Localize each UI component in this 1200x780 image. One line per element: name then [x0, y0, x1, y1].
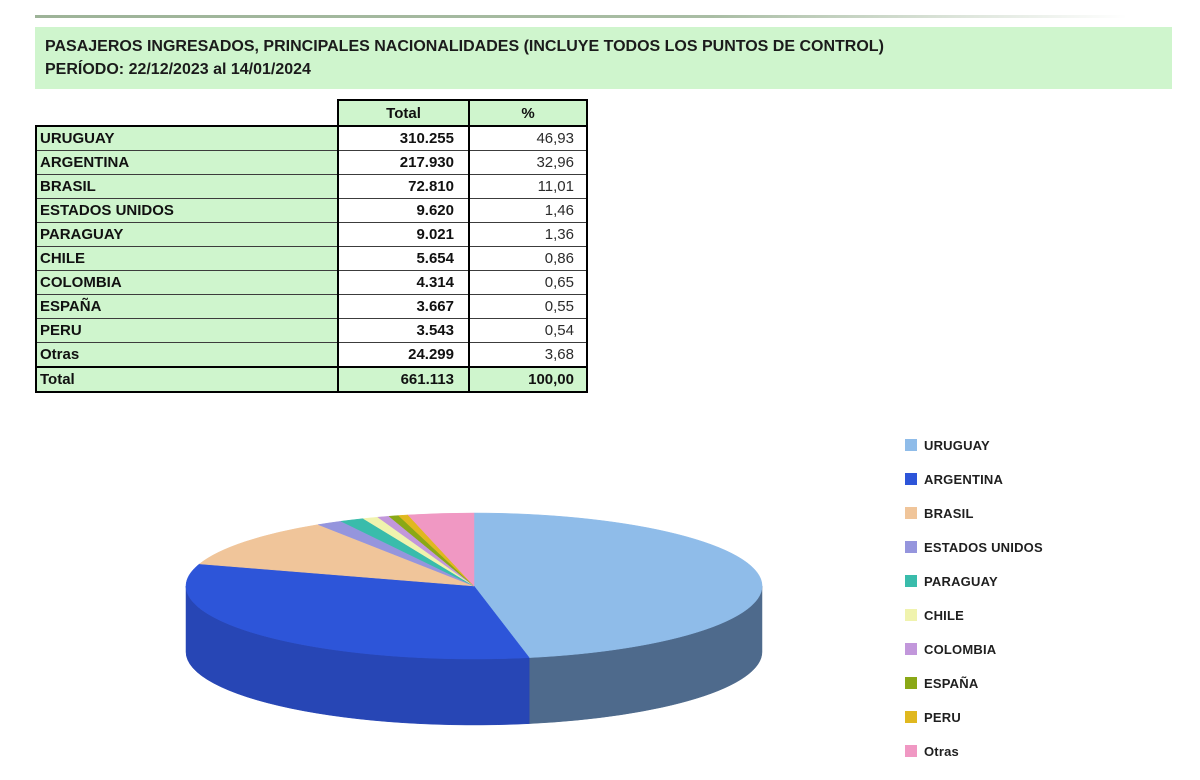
total-cell: 3.667	[337, 294, 469, 319]
column-header-total: Total	[337, 99, 470, 127]
country-cell: CHILE	[35, 246, 338, 271]
legend-label: ESPAÑA	[924, 675, 979, 691]
legend-swatch-icon	[905, 473, 917, 485]
total-cell: 3.543	[337, 318, 469, 343]
legend-swatch-icon	[905, 711, 917, 723]
country-cell: PARAGUAY	[35, 222, 338, 247]
country-cell: COLOMBIA	[35, 270, 338, 295]
pie-slice-argentina	[185, 563, 530, 660]
country-cell: ARGENTINA	[35, 150, 338, 175]
empty-header-cell	[36, 100, 338, 126]
country-cell: URUGUAY	[35, 125, 338, 151]
top-divider-line	[35, 15, 1127, 18]
table-row-argentina: ARGENTINA 217.930 32,96	[35, 150, 588, 175]
percent-cell: 0,54	[468, 318, 588, 343]
legend-item-peru: PERU	[905, 709, 1043, 725]
country-cell: ESPAÑA	[35, 294, 338, 319]
legend-label: ESTADOS UNIDOS	[924, 539, 1043, 555]
percent-cell: 1,46	[468, 198, 588, 223]
legend-item-otras: Otras	[905, 743, 1043, 759]
table-total-row: Total 661.113 100,00	[35, 366, 588, 393]
country-cell: Total	[35, 366, 338, 393]
percent-cell: 100,00	[468, 366, 588, 393]
legend-item-chile: CHILE	[905, 607, 1043, 623]
total-cell: 24.299	[337, 342, 469, 367]
nationalities-table: Total % URUGUAY 310.255 46,93 ARGENTINA 217.…	[35, 99, 588, 393]
table-row-chile: CHILE 5.654 0,86	[35, 246, 588, 271]
total-cell: 9.021	[337, 222, 469, 247]
legend-label: PERU	[924, 709, 961, 725]
country-cell: PERU	[35, 318, 338, 343]
percent-cell: 46,93	[468, 125, 588, 151]
legend-label: BRASIL	[924, 505, 974, 521]
legend-label: URUGUAY	[924, 437, 990, 453]
total-cell: 310.255	[337, 125, 469, 151]
total-cell: 217.930	[337, 150, 469, 175]
country-cell: ESTADOS UNIDOS	[35, 198, 338, 223]
percent-cell: 3,68	[468, 342, 588, 367]
percent-cell: 1,36	[468, 222, 588, 247]
legend-swatch-icon	[905, 643, 917, 655]
legend-item-brasil: BRASIL	[905, 505, 1043, 521]
legend-swatch-icon	[905, 541, 917, 553]
pie-slice-brasil	[198, 524, 475, 587]
legend-item-estados-unidos: ESTADOS UNIDOS	[905, 539, 1043, 555]
legend-item-espana: ESPAÑA	[905, 675, 1043, 691]
legend-swatch-icon	[905, 439, 917, 451]
table-row-paraguay: PARAGUAY 9.021 1,36	[35, 222, 588, 247]
country-cell: BRASIL	[35, 174, 338, 199]
report-header-panel: PASAJEROS INGRESADOS, PRINCIPALES NACION…	[35, 27, 1172, 89]
legend-swatch-icon	[905, 575, 917, 587]
column-header-percent: %	[468, 99, 588, 127]
total-cell: 5.654	[337, 246, 469, 271]
legend-label: ARGENTINA	[924, 471, 1004, 487]
legend-item-argentina: ARGENTINA	[905, 471, 1043, 487]
legend-label: COLOMBIA	[924, 641, 997, 657]
percent-cell: 11,01	[468, 174, 588, 199]
pie-chart-3d	[185, 512, 763, 726]
pie-slice-otras	[407, 512, 475, 587]
table-row-peru: PERU 3.543 0,54	[35, 318, 588, 343]
table-row-uruguay: URUGUAY 310.255 46,93	[35, 125, 588, 151]
report-period: PERÍODO: 22/12/2023 al 14/01/2024	[45, 61, 311, 78]
table-row-colombia: COLOMBIA 4.314 0,65	[35, 270, 588, 295]
legend-item-uruguay: URUGUAY	[905, 437, 1043, 453]
table-row-brasil: BRASIL 72.810 11,01	[35, 174, 588, 199]
chart-legend: URUGUAY ARGENTINA BRASIL ESTADOS UNIDOS PARA…	[905, 437, 1043, 777]
legend-swatch-icon	[905, 507, 917, 519]
legend-item-colombia: COLOMBIA	[905, 641, 1043, 657]
table-row-espana: ESPAÑA 3.667 0,55	[35, 294, 588, 319]
percent-cell: 0,86	[468, 246, 588, 271]
legend-swatch-icon	[905, 609, 917, 621]
legend-label: CHILE	[924, 607, 964, 623]
legend-label: Otras	[924, 743, 959, 759]
table-row-estados-unidos: ESTADOS UNIDOS 9.620 1,46	[35, 198, 588, 223]
country-cell: Otras	[35, 342, 338, 367]
report-title: PASAJEROS INGRESADOS, PRINCIPALES NACION…	[45, 38, 884, 55]
legend-swatch-icon	[905, 677, 917, 689]
pie-slice-uruguay	[473, 512, 763, 658]
table-header-row: Total %	[36, 99, 588, 127]
legend-swatch-icon	[905, 745, 917, 757]
total-cell: 72.810	[337, 174, 469, 199]
legend-item-paraguay: PARAGUAY	[905, 573, 1043, 589]
percent-cell: 32,96	[468, 150, 588, 175]
table-row-otras: Otras 24.299 3,68	[35, 342, 588, 367]
legend-label: PARAGUAY	[924, 573, 998, 589]
total-cell: 4.314	[337, 270, 469, 295]
percent-cell: 0,65	[468, 270, 588, 295]
total-cell: 661.113	[337, 366, 469, 393]
percent-cell: 0,55	[468, 294, 588, 319]
total-cell: 9.620	[337, 198, 469, 223]
